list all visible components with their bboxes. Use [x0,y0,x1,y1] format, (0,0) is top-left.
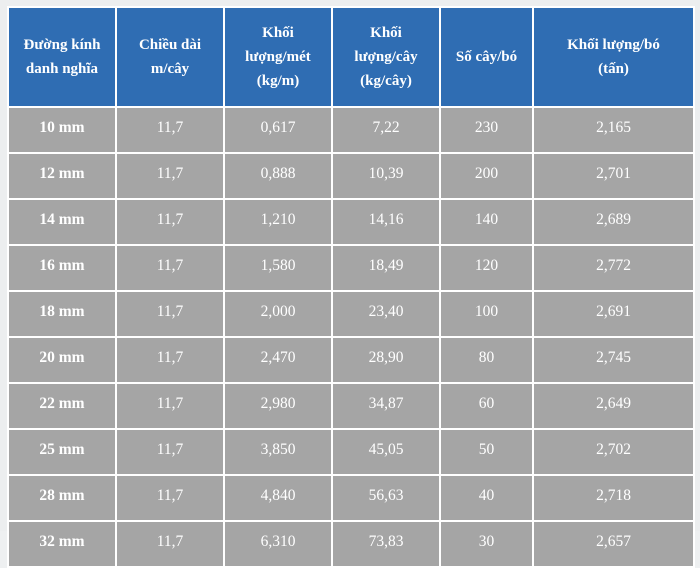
cell-bars-per-bundle: 60 [441,384,532,428]
cell-weight-per-meter: 1,210 [225,200,331,244]
cell-weight-per-meter: 6,310 [225,522,331,566]
cell-diameter: 10 mm [9,108,115,152]
header-row: Đường kính danh nghĩa Chiều dài m/cây Kh… [9,8,693,106]
header-weight-per-meter: Khối lượng/mét (kg/m) [225,8,331,106]
cell-weight-per-bar: 45,05 [333,430,439,474]
cell-diameter: 20 mm [9,338,115,382]
cell-weight-per-bar: 14,16 [333,200,439,244]
cell-diameter: 18 mm [9,292,115,336]
cell-weight-per-bar: 23,40 [333,292,439,336]
cell-bars-per-bundle: 80 [441,338,532,382]
cell-weight-per-meter: 0,617 [225,108,331,152]
cell-weight-per-meter: 1,580 [225,246,331,290]
cell-bars-per-bundle: 30 [441,522,532,566]
header-weight-per-bar: Khối lượng/cây (kg/cây) [333,8,439,106]
cell-weight-per-meter: 3,850 [225,430,331,474]
header-weight-per-bundle: Khối lượng/bó (tấn) [534,8,693,106]
cell-bars-per-bundle: 40 [441,476,532,520]
table-row: 25 mm 11,7 3,850 45,05 50 2,702 [9,430,693,474]
cell-diameter: 22 mm [9,384,115,428]
table-row: 28 mm 11,7 4,840 56,63 40 2,718 [9,476,693,520]
cell-weight-per-bundle: 2,772 [534,246,693,290]
table-row: 14 mm 11,7 1,210 14,16 140 2,689 [9,200,693,244]
cell-weight-per-bundle: 2,689 [534,200,693,244]
steel-rebar-spec-table: Đường kính danh nghĩa Chiều dài m/cây Kh… [7,6,695,568]
cell-diameter: 25 mm [9,430,115,474]
cell-length: 11,7 [117,522,223,566]
cell-diameter: 14 mm [9,200,115,244]
table-row: 18 mm 11,7 2,000 23,40 100 2,691 [9,292,693,336]
table-row: 22 mm 11,7 2,980 34,87 60 2,649 [9,384,693,428]
cell-length: 11,7 [117,108,223,152]
header-length: Chiều dài m/cây [117,8,223,106]
cell-weight-per-bar: 7,22 [333,108,439,152]
table-row: 16 mm 11,7 1,580 18,49 120 2,772 [9,246,693,290]
table-row: 32 mm 11,7 6,310 73,83 30 2,657 [9,522,693,566]
cell-length: 11,7 [117,338,223,382]
cell-diameter: 32 mm [9,522,115,566]
cell-length: 11,7 [117,292,223,336]
cell-diameter: 28 mm [9,476,115,520]
cell-length: 11,7 [117,430,223,474]
cell-weight-per-bundle: 2,691 [534,292,693,336]
cell-weight-per-bar: 34,87 [333,384,439,428]
cell-bars-per-bundle: 230 [441,108,532,152]
page-frame: Đường kính danh nghĩa Chiều dài m/cây Kh… [7,6,695,568]
cell-length: 11,7 [117,200,223,244]
cell-bars-per-bundle: 120 [441,246,532,290]
cell-weight-per-meter: 2,000 [225,292,331,336]
cell-weight-per-bar: 28,90 [333,338,439,382]
header-nominal-diameter: Đường kính danh nghĩa [9,8,115,106]
cell-weight-per-bundle: 2,165 [534,108,693,152]
cell-weight-per-bar: 18,49 [333,246,439,290]
cell-weight-per-meter: 2,470 [225,338,331,382]
header-bars-per-bundle: Số cây/bó [441,8,532,106]
cell-bars-per-bundle: 100 [441,292,532,336]
table-row: 12 mm 11,7 0,888 10,39 200 2,701 [9,154,693,198]
table-row: 20 mm 11,7 2,470 28,90 80 2,745 [9,338,693,382]
cell-weight-per-bundle: 2,745 [534,338,693,382]
cell-length: 11,7 [117,246,223,290]
cell-weight-per-meter: 2,980 [225,384,331,428]
cell-weight-per-bar: 73,83 [333,522,439,566]
cell-weight-per-bundle: 2,702 [534,430,693,474]
cell-bars-per-bundle: 50 [441,430,532,474]
cell-weight-per-bundle: 2,718 [534,476,693,520]
table-row: 10 mm 11,7 0,617 7,22 230 2,165 [9,108,693,152]
cell-weight-per-bundle: 2,701 [534,154,693,198]
cell-bars-per-bundle: 200 [441,154,532,198]
cell-diameter: 12 mm [9,154,115,198]
cell-weight-per-meter: 4,840 [225,476,331,520]
cell-length: 11,7 [117,384,223,428]
cell-length: 11,7 [117,476,223,520]
cell-weight-per-bundle: 2,657 [534,522,693,566]
cell-length: 11,7 [117,154,223,198]
cell-weight-per-meter: 0,888 [225,154,331,198]
cell-weight-per-bar: 10,39 [333,154,439,198]
cell-bars-per-bundle: 140 [441,200,532,244]
cell-diameter: 16 mm [9,246,115,290]
cell-weight-per-bar: 56,63 [333,476,439,520]
cell-weight-per-bundle: 2,649 [534,384,693,428]
